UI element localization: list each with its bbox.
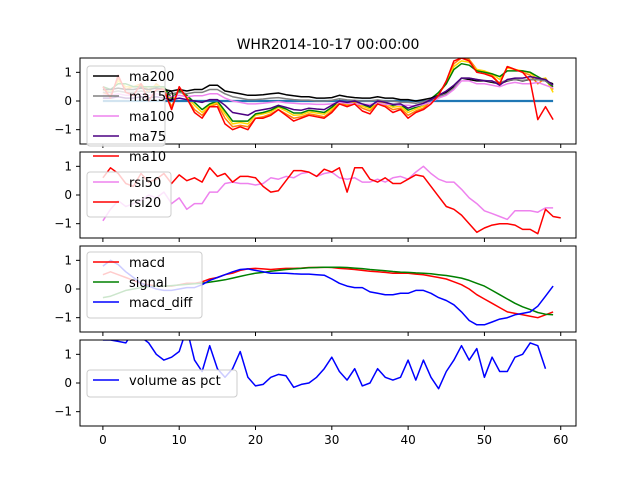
y-tick-label: −1 [54,405,72,419]
legend-box [86,65,166,147]
legend-label-ma200: ma200 [129,70,174,85]
legend-label-volume as pct: volume as pct [129,374,221,389]
legend-label-ma75: ma75 [129,130,166,145]
y-tick-label: 0 [64,282,72,296]
x-tick-label: 20 [248,433,263,447]
x-tick-label: 40 [400,433,415,447]
y-tick-label: 1 [64,253,72,267]
subplot-3: −1 0 1 macd signal macd_diff [54,245,577,336]
chart-title: WHR2014-10-17 00:00:00 [237,37,420,53]
x-tick-label: 0 [99,433,107,447]
legend-box [86,369,238,398]
legend-label-rsi20: rsi20 [129,196,161,211]
legend-box [86,171,172,218]
y-tick-label: −1 [54,311,72,325]
legend-label-ma150: ma150 [129,90,174,105]
x-tick-label: 30 [324,433,339,447]
series-line-volume as pct [102,340,547,390]
series-line-ma100 [102,80,554,107]
y-tick-label: 1 [64,159,72,173]
y-tick-label: 0 [64,94,72,108]
y-tick-label: 1 [64,65,72,79]
legend-label-ma100: ma100 [129,110,174,125]
legend: macd signal macd_diff [86,251,203,319]
legend-label-macd_diff: macd_diff [129,296,193,311]
y-tick-label: −1 [54,123,72,137]
series-group [102,58,554,131]
legend-label-ma10: ma10 [129,150,166,165]
legend-label-macd: macd [129,256,165,271]
legend-label-rsi50: rsi50 [129,176,161,191]
subplot-1: −1 0 1 WHR2014-10-17 00:00:00 ma200 ma150 ma10… [54,37,577,165]
y-tick-label: 0 [64,188,72,202]
legend: volume as pct [86,369,238,398]
x-tick-label: 10 [172,433,187,447]
series-line-rsi50 [102,165,554,222]
y-tick-label: −1 [54,217,72,231]
series-line-ma10 [102,58,554,131]
series-line-ma75 [102,75,554,117]
y-tick-label: 0 [64,376,72,390]
series-group [102,165,561,235]
legend: ma200 ma150 ma100 ma75 ma10 [86,65,174,165]
legend-label-signal: signal [129,276,167,291]
y-tick-label: 1 [64,347,72,361]
legend: rsi50 rsi20 [86,171,172,218]
x-tick-label: 50 [477,433,492,447]
series-group [102,340,547,390]
subplot-2: −1 0 1 rsi50 rsi20 [54,151,577,242]
series-line-rsi20 [102,167,561,235]
x-tick-label: 60 [553,433,568,447]
